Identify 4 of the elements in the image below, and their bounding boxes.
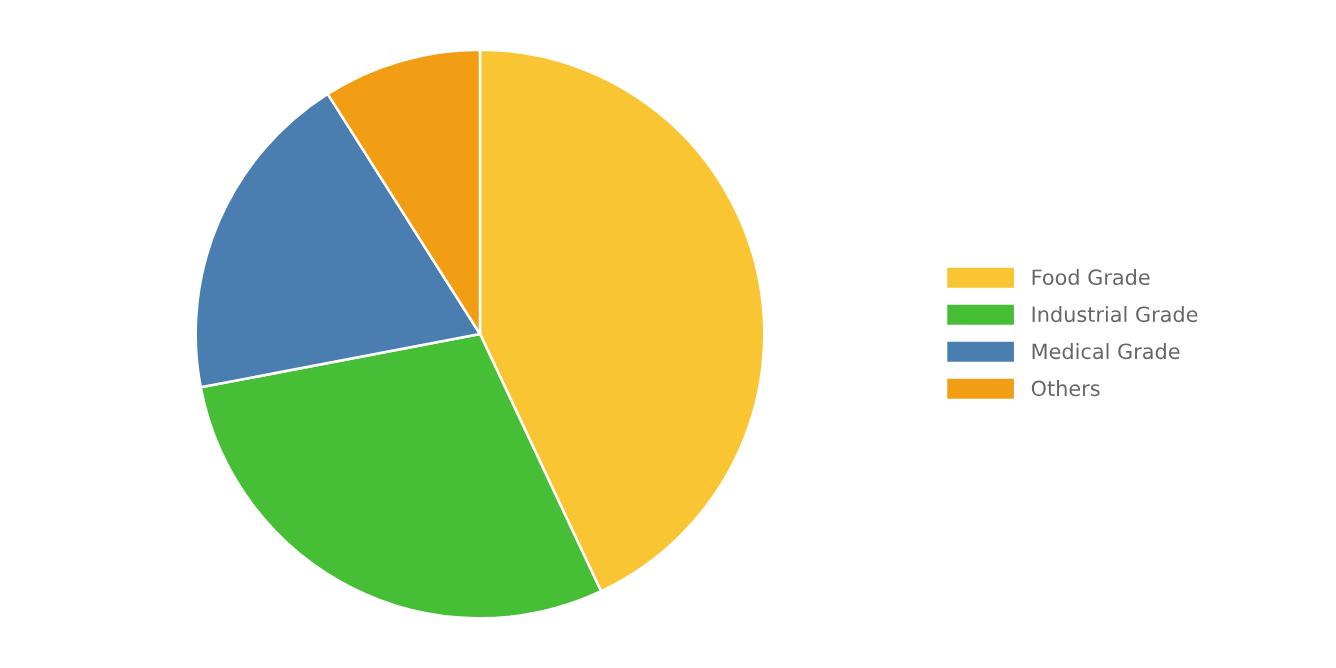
legend-label: Food Grade [1032, 268, 1150, 286]
legend-label: Medical Grade [1032, 343, 1180, 360]
legend-label: Others [1031, 380, 1100, 397]
legend-label: Industrial Grade [1032, 306, 1198, 323]
